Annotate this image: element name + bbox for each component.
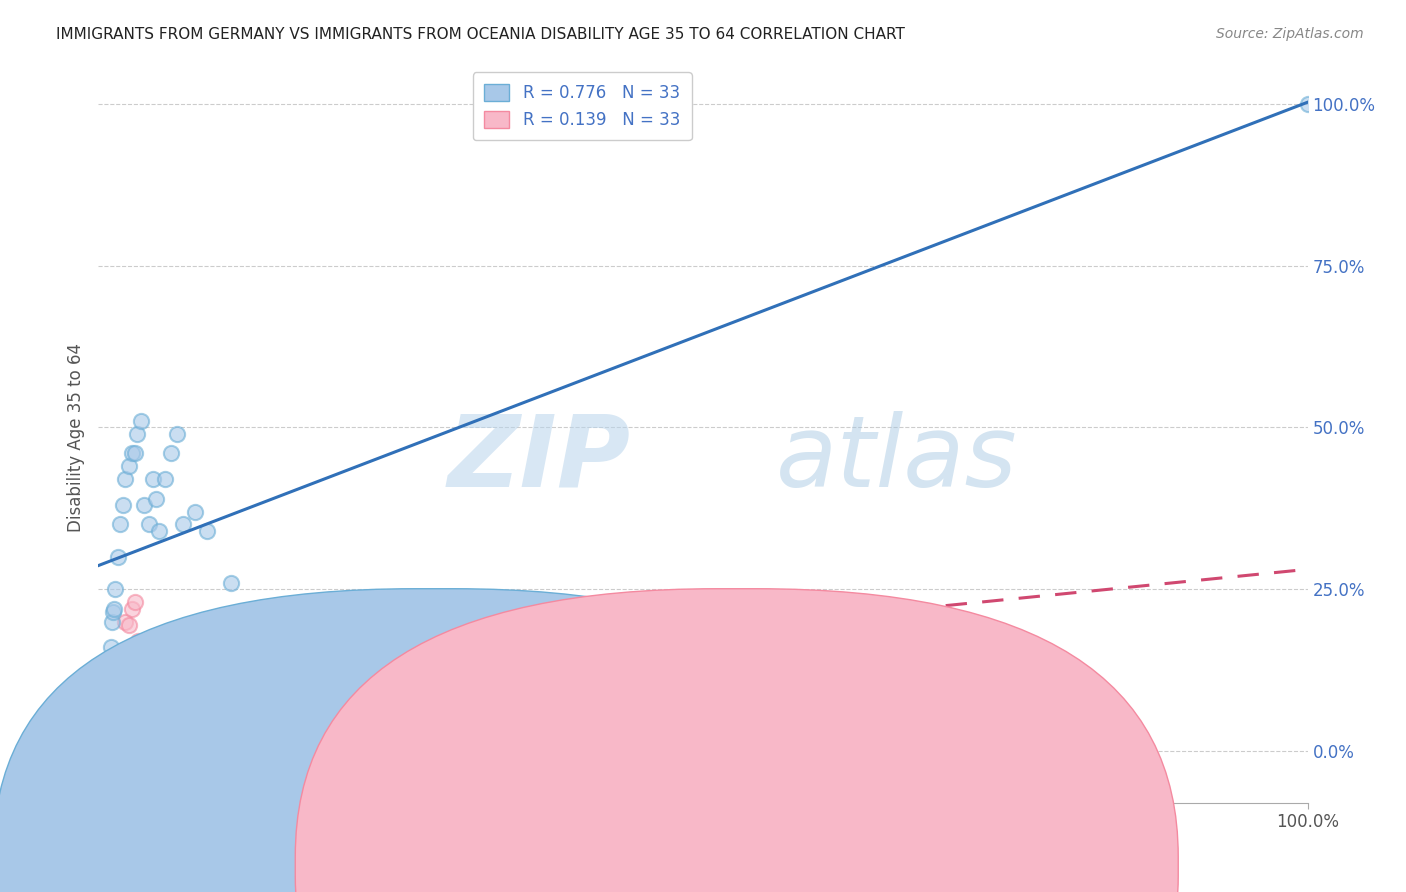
Point [208, 712, 231, 726]
Point [100, 615, 122, 629]
Point [281, 698, 304, 713]
Point [103, 692, 125, 706]
Point [91, 718, 114, 732]
Point [184, 708, 207, 723]
Point [127, 634, 149, 648]
Point [138, 673, 160, 687]
Point [111, 660, 134, 674]
Point [100, 705, 122, 719]
Point [142, 472, 165, 486]
Point [97, 702, 120, 716]
Point [98, 679, 121, 693]
Point [124, 446, 146, 460]
Point [245, 702, 267, 716]
Legend: R = 0.776   N = 33, R = 0.139   N = 33: R = 0.776 N = 33, R = 0.139 N = 33 [472, 72, 692, 140]
Text: IMMIGRANTS FROM GERMANY VS IMMIGRANTS FROM OCEANIA DISABILITY AGE 35 TO 64 CORRE: IMMIGRANTS FROM GERMANY VS IMMIGRANTS FR… [56, 27, 905, 42]
Point [256, 692, 278, 706]
Point [114, 472, 136, 486]
Point [127, 426, 149, 441]
Point [107, 549, 129, 564]
Point [129, 414, 152, 428]
Point [134, 666, 156, 681]
Point [94, 705, 117, 719]
Point [108, 517, 131, 532]
Point [166, 426, 188, 441]
Point [98, 698, 121, 713]
Point [172, 705, 194, 719]
Point [789, 605, 811, 619]
Point [329, 624, 352, 639]
Point [100, 696, 122, 710]
Point [108, 653, 131, 667]
Point [145, 491, 167, 506]
Point [184, 504, 207, 518]
Point [153, 698, 176, 713]
Point [91, 682, 114, 697]
Point [138, 517, 160, 532]
Point [96, 666, 118, 681]
Point [93, 714, 115, 729]
Point [145, 682, 167, 697]
Point [195, 524, 218, 538]
Point [121, 601, 143, 615]
Text: Source: ZipAtlas.com: Source: ZipAtlas.com [1216, 27, 1364, 41]
Point [104, 689, 127, 703]
Point [96, 708, 118, 723]
Point [160, 692, 183, 706]
Point [107, 679, 129, 693]
Point [103, 601, 125, 615]
Point [148, 524, 170, 538]
Point [105, 686, 128, 700]
Point [134, 498, 156, 512]
Text: ZIP: ZIP [447, 410, 630, 508]
Point [153, 472, 176, 486]
Text: Immigrants from Germany: Immigrants from Germany [461, 860, 665, 874]
Point [91, 712, 114, 726]
Text: atlas: atlas [776, 410, 1017, 508]
Point [118, 617, 141, 632]
Point [172, 517, 194, 532]
Point [101, 605, 124, 619]
Point [1296, 96, 1319, 111]
Point [97, 653, 120, 667]
Point [104, 582, 127, 597]
Point [221, 575, 243, 590]
Point [94, 692, 117, 706]
Point [100, 640, 122, 655]
Point [101, 682, 124, 697]
Point [124, 595, 146, 609]
Point [114, 615, 136, 629]
Point [160, 446, 183, 460]
Text: Immigrants from Oceania: Immigrants from Oceania [763, 860, 959, 874]
Point [118, 459, 141, 474]
Y-axis label: Disability Age 35 to 64: Disability Age 35 to 64 [66, 343, 84, 532]
Point [111, 498, 134, 512]
Point [121, 446, 143, 460]
